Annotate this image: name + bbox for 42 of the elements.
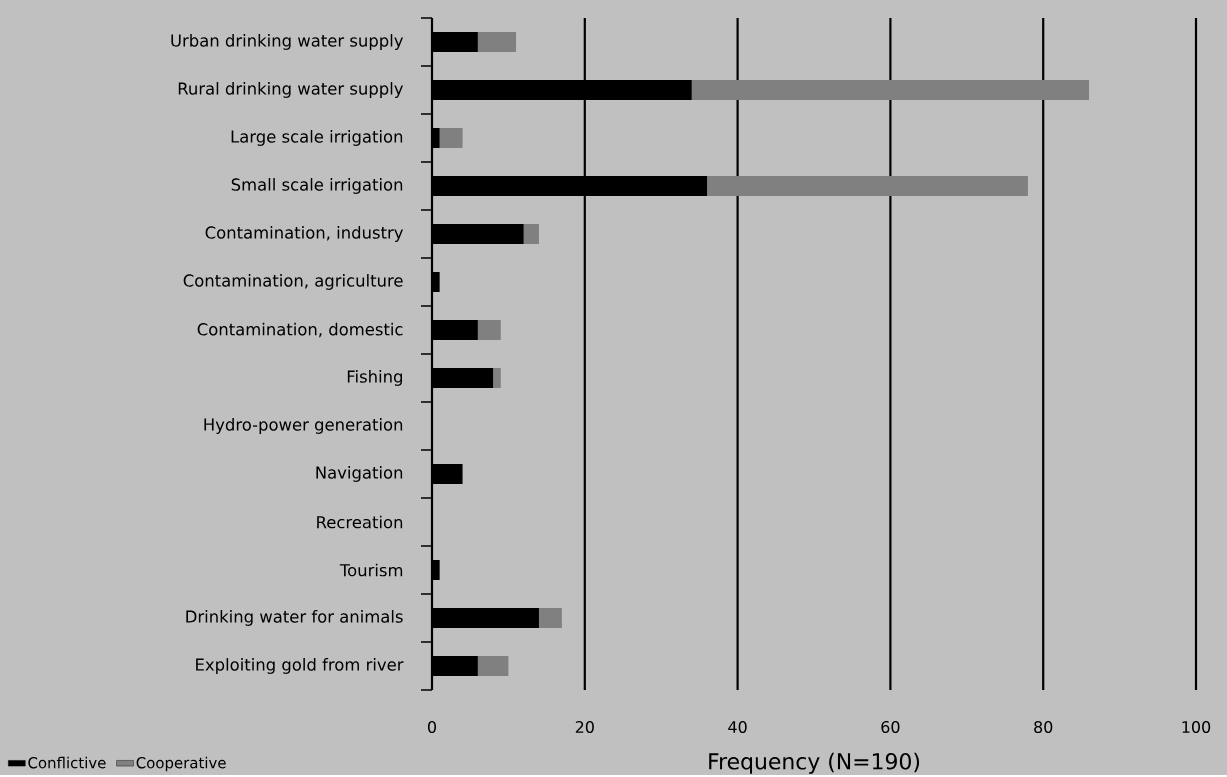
bar <box>432 655 478 676</box>
y-tick-label: Contamination, agriculture <box>183 273 403 290</box>
bar <box>432 559 440 580</box>
y-tick-label: Urban drinking water supply <box>171 33 404 50</box>
x-tick-label: 60 <box>881 720 900 733</box>
bar <box>432 607 539 628</box>
bar <box>432 367 494 388</box>
x-tick-label: 40 <box>728 720 747 733</box>
x-tick-label: 20 <box>575 720 594 733</box>
y-tick-label: Recreation <box>317 515 403 529</box>
y-tick-label: Hydro-power generation <box>204 417 403 434</box>
bar <box>691 79 1090 100</box>
y-tick-label: Small scale irrigation <box>231 177 403 194</box>
x-tick-label: 80 <box>1034 720 1053 733</box>
legend-label: Cooperative <box>136 756 226 772</box>
bar <box>439 127 463 148</box>
bar <box>707 175 1028 196</box>
y-tick-label: Navigation <box>316 465 403 482</box>
bar <box>477 655 509 676</box>
bar <box>432 463 463 484</box>
bar <box>523 223 539 244</box>
y-tick-label: Fishing <box>347 369 403 386</box>
bar <box>432 223 524 244</box>
x-axis-title: Frequency (N=190) <box>709 752 920 774</box>
bar <box>477 31 517 52</box>
bar <box>432 319 478 340</box>
bar <box>477 319 501 340</box>
bar <box>432 271 440 292</box>
y-tick-label: Exploiting gold from river <box>196 657 404 674</box>
y-tick-label: Rural drinking water supply <box>178 81 404 98</box>
y-tick-label: Drinking water for animals <box>186 609 403 626</box>
bar <box>538 607 562 628</box>
y-tick-label: Tourism <box>339 563 403 577</box>
legend-label: Conflictive <box>28 756 106 769</box>
bar <box>493 367 501 388</box>
bar <box>432 127 440 148</box>
y-tick-label: Contamination, industry <box>205 225 403 242</box>
bar <box>432 31 478 52</box>
x-tick-label: 100 <box>1182 720 1211 733</box>
x-tick-label: 0 <box>427 720 437 733</box>
y-tick-label: Contamination, domestic <box>197 322 403 338</box>
y-tick-label: Large scale irrigation <box>231 129 403 146</box>
